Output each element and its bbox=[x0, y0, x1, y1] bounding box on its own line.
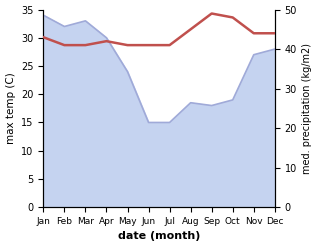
Y-axis label: med. precipitation (kg/m2): med. precipitation (kg/m2) bbox=[302, 43, 313, 174]
Y-axis label: max temp (C): max temp (C) bbox=[5, 72, 16, 144]
X-axis label: date (month): date (month) bbox=[118, 231, 200, 242]
